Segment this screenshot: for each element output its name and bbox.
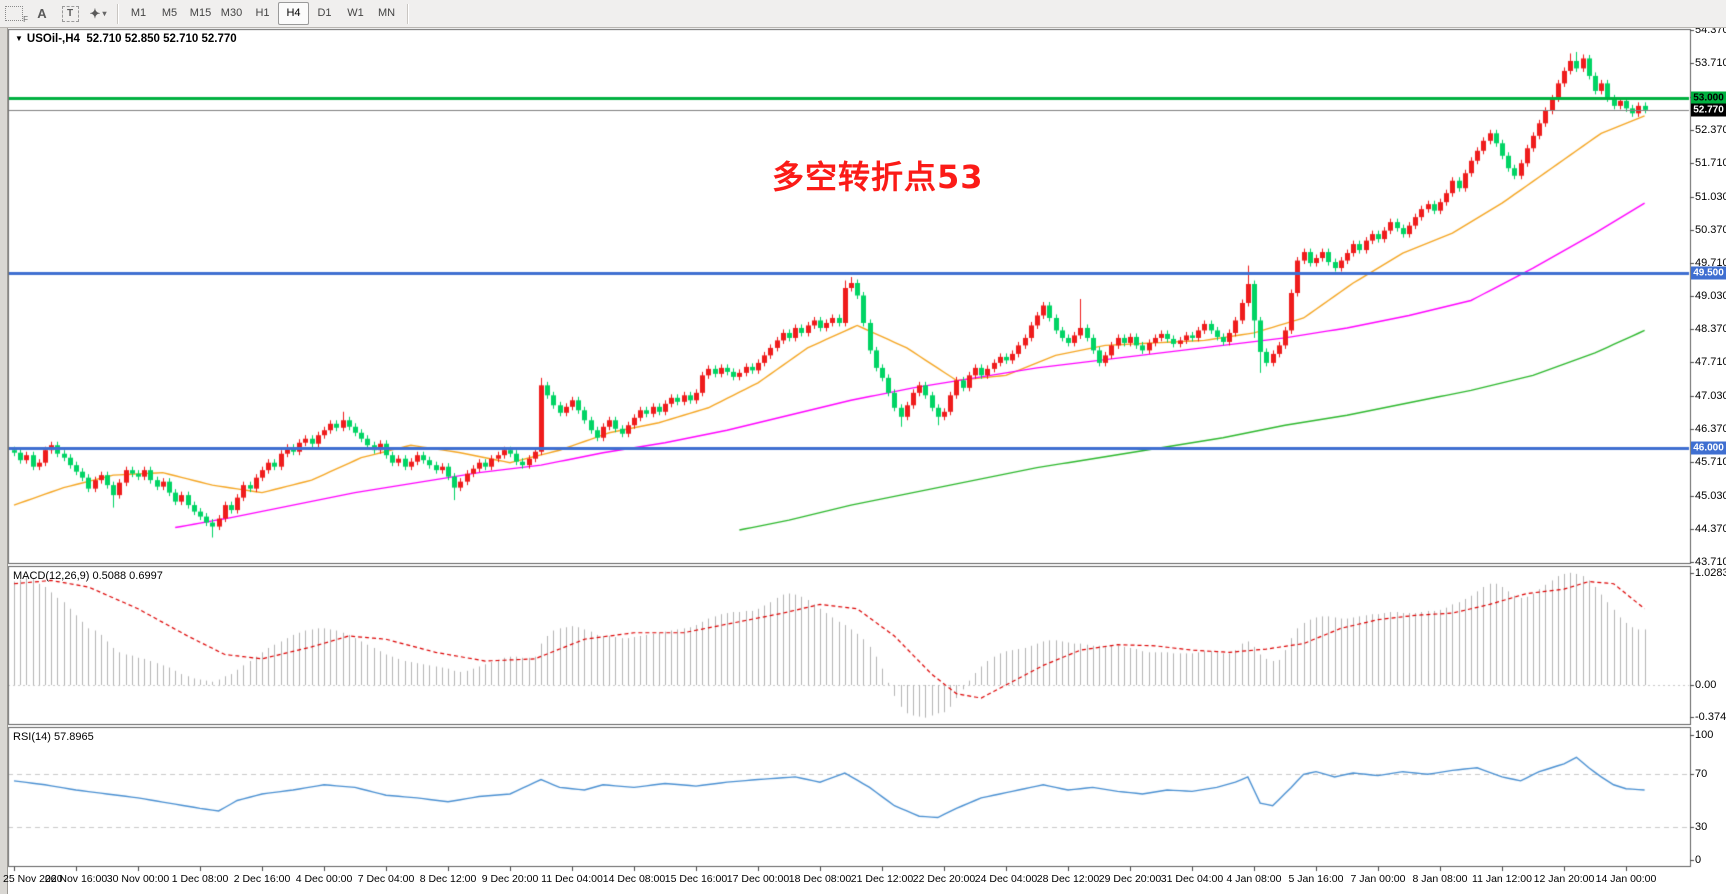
price-badge-49.500: 49.500 bbox=[1691, 266, 1726, 280]
price-tick-label: 43.710 bbox=[1695, 555, 1726, 568]
time-tick-label: 28 Dec 12:00 bbox=[1036, 873, 1100, 885]
price-tick-label: 52.370 bbox=[1695, 123, 1726, 136]
toolbar-separator bbox=[117, 3, 118, 24]
time-tick-label: 15 Dec 16:00 bbox=[664, 873, 728, 885]
price-tick-label: 47.710 bbox=[1695, 356, 1726, 369]
price-tick-label: 49.710 bbox=[1695, 256, 1726, 269]
rsi-tick-label: 30 bbox=[1695, 820, 1708, 833]
time-tick-label: 8 Jan 08:00 bbox=[1412, 873, 1468, 885]
price-tick-label: 46.370 bbox=[1695, 423, 1726, 436]
price-tick-label: 51.710 bbox=[1695, 156, 1726, 169]
timeframe-button-d1[interactable]: D1 bbox=[317, 7, 332, 19]
time-tick-label: 31 Dec 04:00 bbox=[1160, 873, 1224, 885]
toolbar: F A T ✦ ▾ M1 M5 M15 M30 H1 H4 D1 W1 MN bbox=[0, 0, 1726, 28]
timeframe-button-h4[interactable]: H4 bbox=[278, 2, 309, 25]
window-left-frame bbox=[0, 28, 8, 894]
time-tick-label: 12 Jan 20:00 bbox=[1533, 873, 1595, 885]
price-tick-label: 47.030 bbox=[1695, 390, 1726, 403]
symbol-period-label: USOil-,H4 bbox=[26, 33, 80, 45]
price-badge-52.770: 52.770 bbox=[1691, 103, 1726, 117]
timeframe-button-m30[interactable]: M30 bbox=[220, 7, 243, 19]
time-tick-label: 1 Dec 08:00 bbox=[171, 873, 229, 885]
timeframe-button-h1[interactable]: H1 bbox=[255, 7, 270, 19]
time-tick-label: 11 Dec 04:00 bbox=[541, 873, 603, 885]
timeframe-button-mn[interactable]: MN bbox=[377, 7, 396, 19]
time-tick-label: 4 Jan 08:00 bbox=[1226, 873, 1282, 885]
time-tick-label: 26 Nov 16:00 bbox=[44, 873, 108, 885]
time-tick-label: 24 Dec 04:00 bbox=[974, 873, 1038, 885]
chart-shift-icon[interactable]: F bbox=[3, 4, 28, 24]
arrow-objects-icon[interactable]: ✦ ▾ bbox=[89, 5, 107, 21]
timeframe-button-m1[interactable]: M1 bbox=[130, 7, 147, 19]
time-tick-label: 7 Jan 00:00 bbox=[1350, 873, 1406, 885]
macd-tick-label: -0.3748 bbox=[1695, 711, 1726, 723]
time-tick-label: 21 Dec 12:00 bbox=[850, 873, 914, 885]
price-badge-53.000: 53.000 bbox=[1691, 91, 1726, 105]
price-badge-46.000: 46.000 bbox=[1691, 441, 1726, 455]
price-tick-label: 45.710 bbox=[1695, 456, 1726, 469]
time-tick-label: 8 Dec 12:00 bbox=[419, 873, 477, 885]
chart-title: ▼ USOil-,H4 52.710 52.850 52.710 52.770 bbox=[15, 33, 237, 45]
time-tick-label: 4 Dec 00:00 bbox=[295, 873, 353, 885]
price-tick-label: 51.030 bbox=[1695, 190, 1726, 203]
timeframe-button-w1[interactable]: W1 bbox=[347, 7, 364, 19]
price-tick-label: 49.030 bbox=[1695, 290, 1726, 303]
time-tick-label: 5 Jan 16:00 bbox=[1288, 873, 1344, 885]
macd-indicator-label: MACD(12,26,9) 0.5088 0.6997 bbox=[13, 570, 163, 582]
macd-tick-label: 0.00 bbox=[1695, 679, 1717, 691]
collapse-chart-icon[interactable]: ▼ bbox=[15, 34, 23, 43]
price-tick-label: 45.030 bbox=[1695, 490, 1726, 503]
time-tick-label: 18 Dec 08:00 bbox=[788, 873, 852, 885]
price-tick-label: 48.370 bbox=[1695, 323, 1726, 336]
chart-text-annotation: 多空转折点53 bbox=[772, 158, 984, 196]
time-tick-label: 14 Jan 00:00 bbox=[1595, 873, 1657, 885]
ohlc-quote-label: 52.710 52.850 52.710 52.770 bbox=[86, 33, 237, 45]
time-tick-label: 9 Dec 20:00 bbox=[481, 873, 539, 885]
macd-tick-label: 1.0283 bbox=[1695, 567, 1726, 580]
price-tick-label: 44.370 bbox=[1695, 523, 1726, 536]
rsi-tick-label: 0 bbox=[1695, 854, 1702, 866]
time-tick-label: 11 Jan 12:00 bbox=[1472, 873, 1532, 885]
toolbar-separator bbox=[407, 3, 408, 24]
time-tick-label: 22 Dec 20:00 bbox=[912, 873, 976, 885]
time-tick-label: 29 Dec 20:00 bbox=[1098, 873, 1162, 885]
time-tick-label: 2 Dec 16:00 bbox=[233, 873, 291, 885]
rsi-tick-label: 70 bbox=[1695, 768, 1708, 781]
price-tick-label: 53.710 bbox=[1695, 56, 1726, 69]
time-tick-label: 30 Nov 00:00 bbox=[106, 873, 170, 885]
rsi-indicator-label: RSI(14) 57.8965 bbox=[13, 731, 94, 743]
timeframe-button-m15[interactable]: M15 bbox=[189, 7, 212, 19]
time-tick-label: 17 Dec 00:00 bbox=[726, 873, 790, 885]
timeframe-button-group: M1 M5 M15 M30 H1 H4 D1 W1 MN bbox=[123, 2, 402, 25]
text-box-icon[interactable]: T bbox=[59, 4, 81, 24]
rsi-tick-label: 100 bbox=[1695, 729, 1714, 741]
price-tick-label: 50.370 bbox=[1695, 223, 1726, 236]
time-tick-label: 7 Dec 04:00 bbox=[357, 873, 415, 885]
time-tick-label: 25 Nov 2020 bbox=[3, 873, 63, 885]
text-label-icon[interactable]: A bbox=[37, 6, 47, 21]
dropdown-caret-icon[interactable]: ▾ bbox=[102, 9, 107, 18]
time-tick-label: 14 Dec 08:00 bbox=[602, 873, 666, 885]
timeframe-button-m5[interactable]: M5 bbox=[161, 7, 178, 19]
